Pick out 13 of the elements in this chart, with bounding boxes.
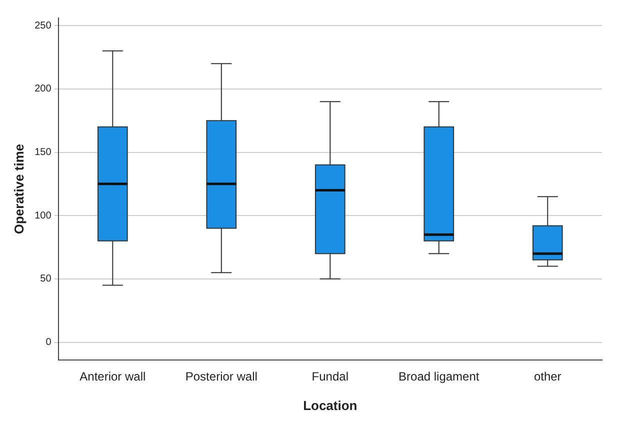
y-tick-label: 0: [46, 337, 52, 348]
y-tick-label: 100: [34, 210, 52, 222]
x-tick-label: Broad ligament: [398, 370, 480, 384]
x-tick-label: Fundal: [312, 370, 348, 384]
x-tick-label: Anterior wall: [80, 370, 146, 384]
x-axis-title: Location: [303, 398, 358, 413]
y-axis-title: Operative time: [11, 144, 26, 234]
x-tick-label: other: [534, 370, 562, 384]
y-tick-label: 200: [34, 84, 52, 95]
y-tick-label: 250: [34, 20, 52, 32]
x-tick-label: Posterior wall: [185, 370, 258, 384]
y-tick-label: 50: [40, 274, 52, 285]
y-tick-label: 150: [34, 147, 52, 158]
